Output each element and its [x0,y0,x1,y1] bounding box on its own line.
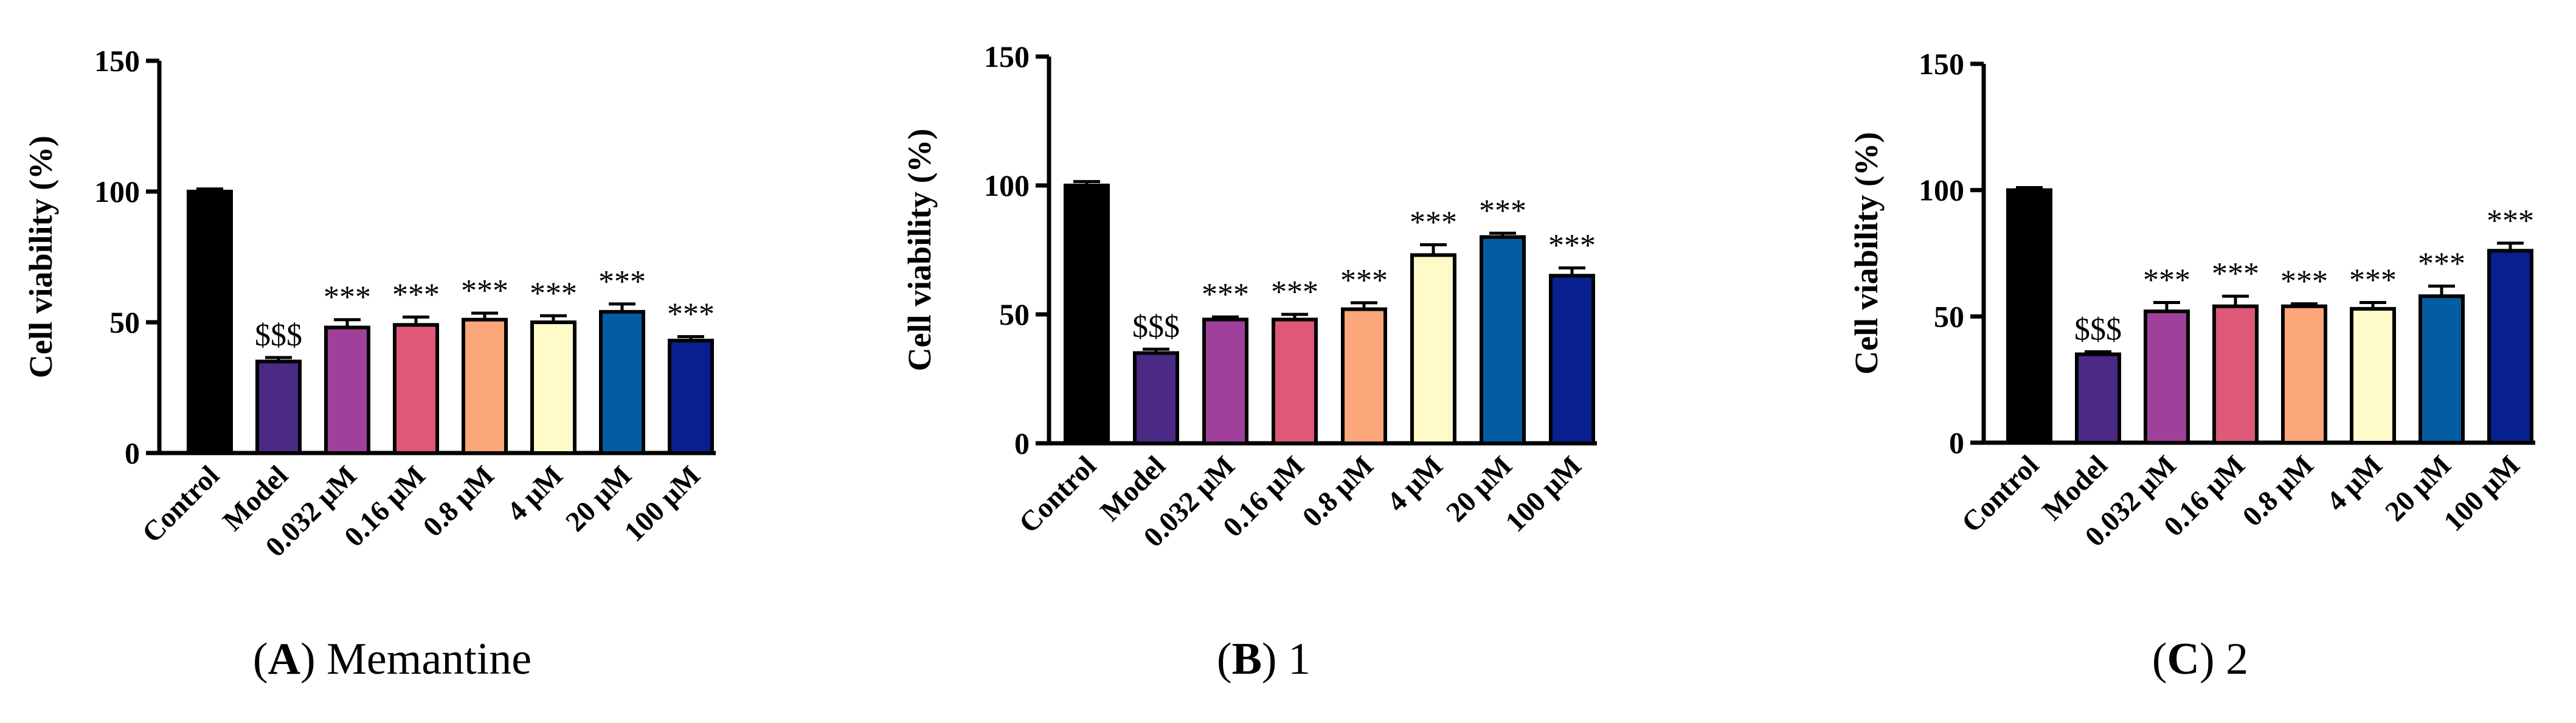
significance-label: *** [598,265,646,299]
y-tick-label: 100 [1919,173,1964,207]
x-tick-label: Control [1956,449,2045,539]
panel-letter: B [1232,634,1262,684]
significance-label: $$$ [1132,310,1180,344]
panel-name: 1 [1288,634,1311,684]
x-tick-label: Control [1013,450,1103,539]
x-tick-label: 100 μM [1500,450,1588,538]
y-tick-label: 50 [1934,299,1964,333]
significance-label: *** [1479,193,1526,228]
significance-label: *** [392,277,440,312]
significance-label: *** [530,276,577,311]
y-tick-label: 0 [1949,426,1964,460]
panel-caption: (A) Memantine [253,634,531,684]
x-tick-label: 100 μM [618,460,707,548]
x-tick-label: Control [136,460,226,549]
y-tick-label: 100 [984,168,1030,202]
y-tick-label: 150 [94,44,140,78]
significance-label: *** [2487,204,2534,238]
significance-label: *** [2280,265,2328,299]
significance-label: *** [1340,263,1388,298]
significance-label: *** [1271,275,1318,310]
bar-2 [1133,351,1179,445]
panel-letter: C [2167,634,2200,684]
bar-2 [255,359,302,455]
significance-label: *** [667,297,715,332]
bar-4 [1272,317,1318,445]
bar-1 [1064,184,1110,445]
bar-3 [324,325,370,455]
x-tick-label: 4 μM [2321,449,2389,517]
y-tick-label: 150 [984,40,1030,74]
significance-label: $$$ [2074,312,2122,347]
bar-5 [2281,304,2327,445]
bar-3 [2144,310,2190,445]
y-tick-label: 0 [125,436,140,470]
x-tick-label: 4 μM [1381,450,1449,518]
panel-letter: A [268,634,300,684]
bar-6 [1410,253,1456,445]
x-tick-label: 100 μM [2438,449,2526,538]
bar-4 [393,323,439,455]
bar-8 [2487,249,2533,445]
bar-7 [1480,235,1526,445]
x-tick-label: 0.8 μM [417,460,500,543]
significance-label: *** [1548,229,1596,263]
bar-8 [1549,274,1595,445]
significance-label: $$$ [255,318,302,353]
bar-1 [2006,188,2052,445]
panel-caption: (B) 1 [1217,634,1311,684]
significance-label: *** [324,280,371,315]
x-tick-label: 0.8 μM [1297,450,1380,533]
y-tick-label: 0 [1014,426,1030,460]
significance-label: *** [2418,246,2465,281]
y-axis-title: Cell viability (%) [1848,132,1885,375]
bar-5 [1341,307,1387,445]
bar-7 [2418,294,2465,445]
y-tick-label: 150 [1919,47,1964,81]
bar-3 [1202,317,1248,445]
x-tick-label: 4 μM [501,460,569,528]
significance-label: *** [461,274,508,308]
bar-8 [668,339,714,455]
bar-2 [2075,352,2121,445]
significance-label: *** [2349,263,2397,297]
significance-label: *** [2212,257,2259,291]
bar-4 [2212,304,2259,445]
significance-label: *** [2143,263,2190,297]
y-tick-label: 100 [94,175,140,209]
panel-name: 2 [2226,634,2248,684]
bar-6 [530,320,576,455]
panel-caption: (C) 2 [2152,634,2248,684]
bar-6 [2350,306,2396,445]
bar-5 [462,317,508,455]
x-tick-label: 0.8 μM [2237,449,2320,533]
bar-7 [599,310,645,455]
significance-label: *** [1202,277,1249,312]
panel-name: Memantine [327,634,531,684]
bar-1 [187,190,233,455]
y-tick-label: 50 [999,297,1030,331]
significance-label: *** [1410,206,1457,240]
y-tick-label: 50 [109,305,140,339]
y-axis-title: Cell viability (%) [901,129,938,372]
y-axis-title: Cell viability (%) [23,136,59,378]
